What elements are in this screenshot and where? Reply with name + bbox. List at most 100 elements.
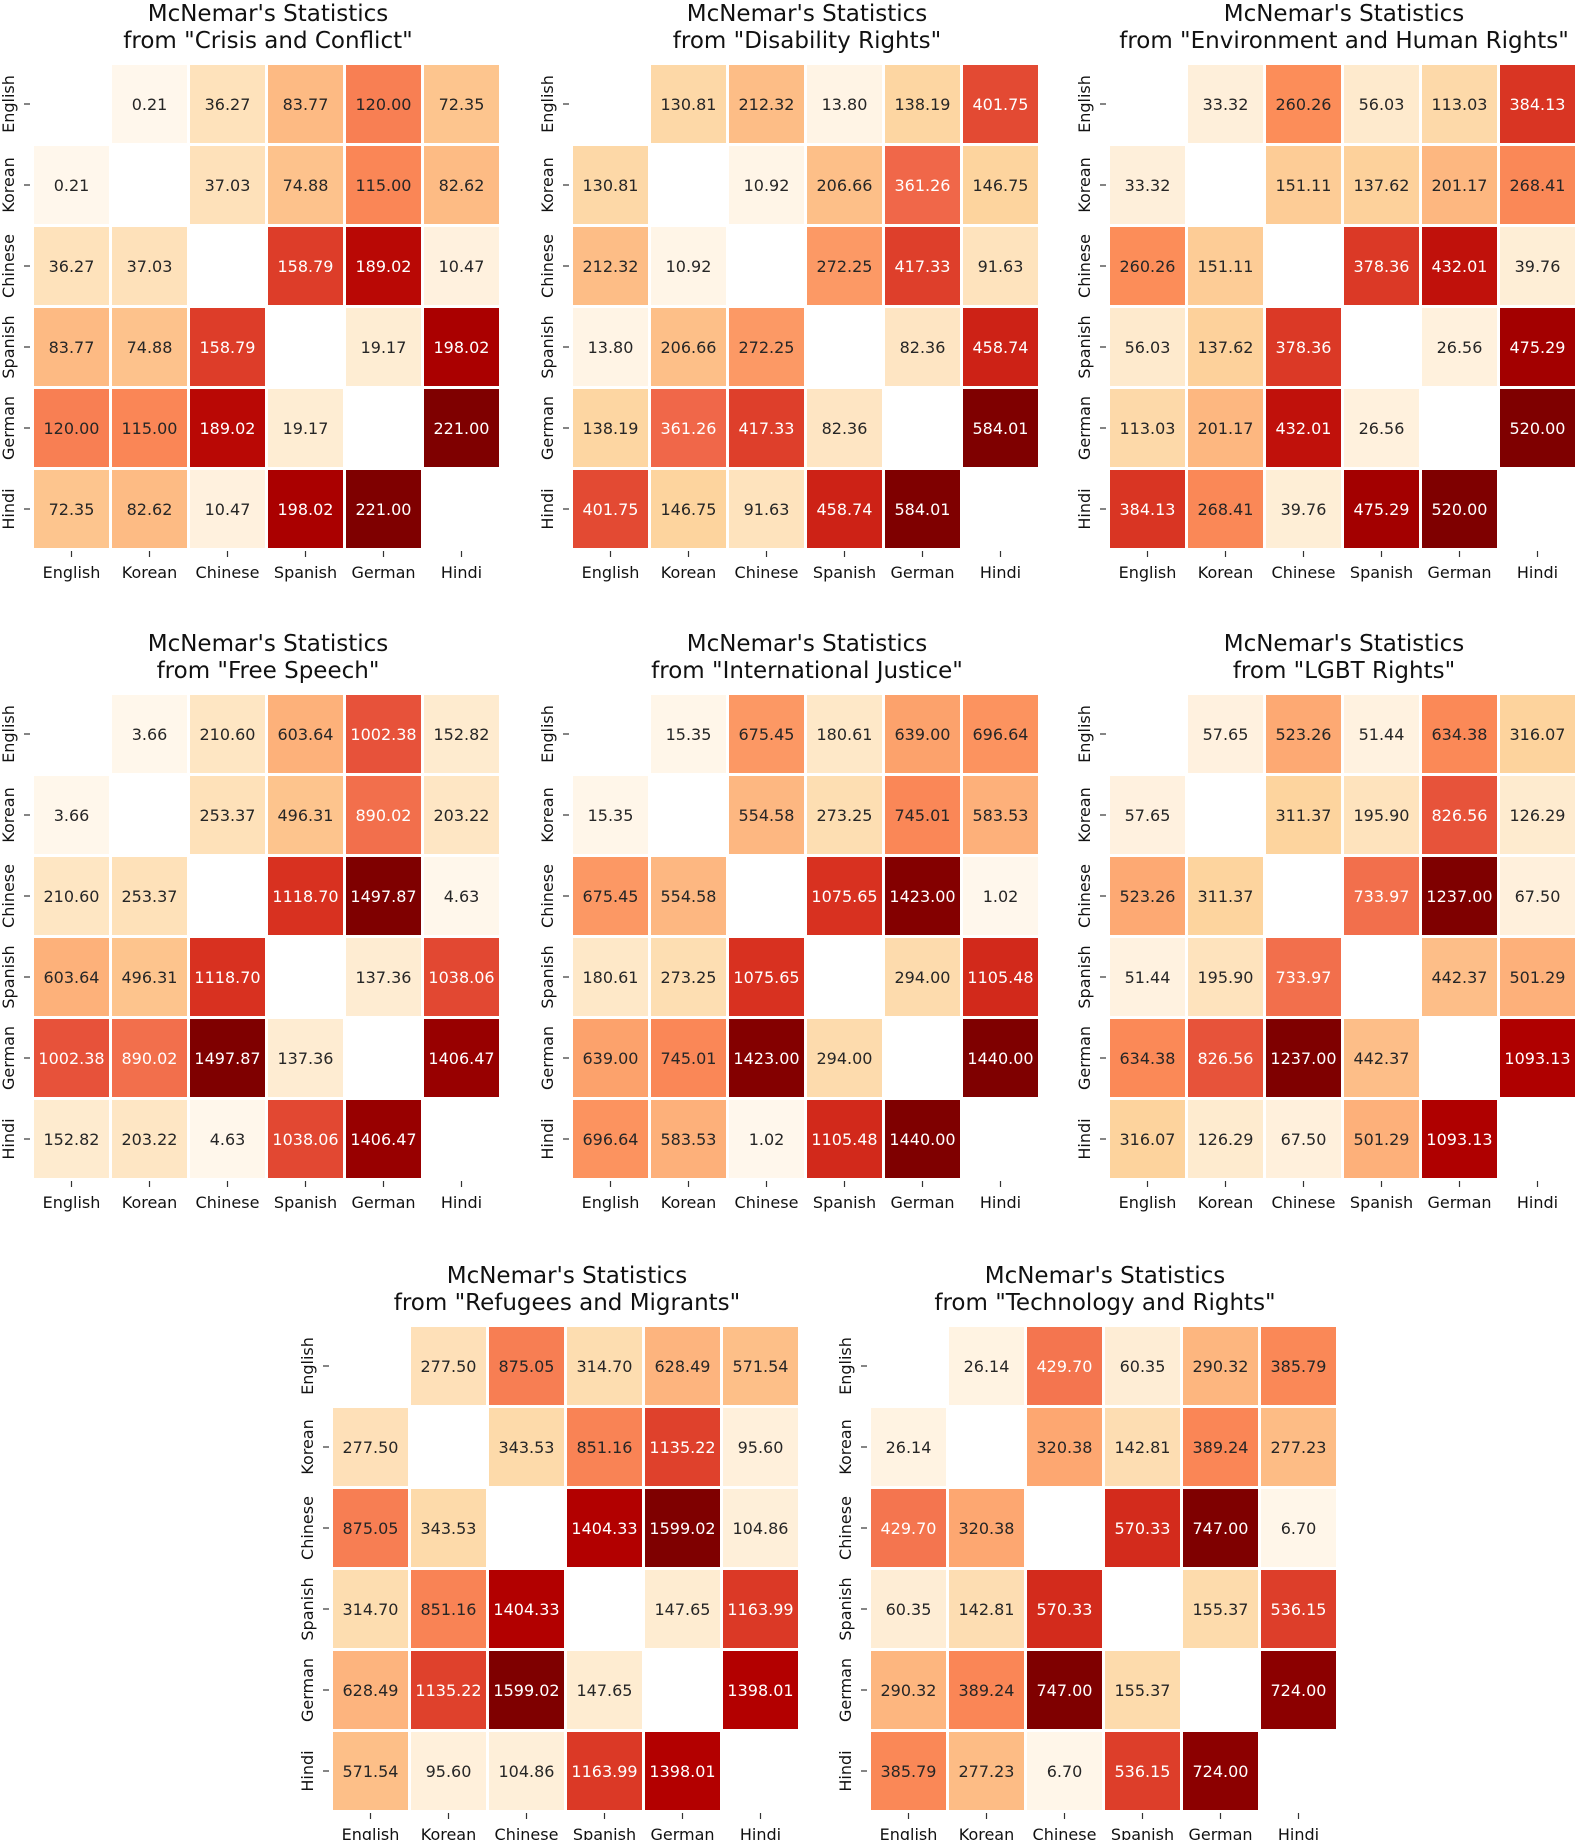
y-tick-label: Chinese: [0, 864, 18, 928]
heatmap-cell: [424, 389, 499, 467]
cell-value-label: 74.88: [283, 176, 329, 195]
heatmap-cell: [963, 227, 1038, 305]
heatmap-cell: [1188, 857, 1263, 935]
x-tick-label: German: [650, 1825, 714, 1840]
chart-subtitle: from "Disability Rights": [673, 28, 941, 54]
heatmap-cell: [807, 65, 882, 143]
cell-value-label: 851.16: [421, 1600, 477, 1619]
y-tick-label: Chinese: [298, 1496, 317, 1560]
cell-value-label: 57.65: [1125, 806, 1171, 825]
heatmap-cell: [190, 308, 265, 386]
cell-value-label: 603.64: [44, 968, 100, 987]
cell-value-label: 1599.02: [493, 1681, 559, 1700]
cell-value-label: 189.02: [356, 257, 412, 276]
heatmap-cell: [1266, 1019, 1341, 1097]
heatmap-cell: [1422, 857, 1497, 935]
chart-subtitle: from "LGBT Rights": [1233, 658, 1455, 684]
heatmap-cell: [871, 1651, 946, 1729]
heatmap-cell: [424, 1019, 499, 1097]
cell-value-label: 95.60: [738, 1438, 784, 1457]
cell-value-label: 1237.00: [1270, 1049, 1336, 1068]
y-tick-label: Korean: [1075, 787, 1094, 843]
cell-value-label: 39.76: [1515, 257, 1561, 276]
heatmap-cell: [573, 938, 648, 1016]
heatmap-cell: [268, 857, 343, 935]
heatmap-cell: [651, 857, 726, 935]
heatmap-cell: [1344, 1019, 1419, 1097]
cell-value-label: 60.35: [1120, 1357, 1166, 1376]
x-tick-label: Spanish: [573, 1825, 636, 1840]
cell-value-label: 583.53: [661, 1130, 717, 1149]
heatmap-cell: [1422, 308, 1497, 386]
cell-value-label: 10.92: [666, 257, 712, 276]
cell-value-label: 104.86: [499, 1762, 555, 1781]
heatmap-cell: [489, 1327, 564, 1405]
cell-value-label: 130.81: [583, 176, 639, 195]
heatmap-cell: [333, 1570, 408, 1648]
cell-value-label: 639.00: [895, 725, 951, 744]
heatmap-cell: [112, 1019, 187, 1097]
x-tick-label: German: [890, 563, 954, 582]
heatmap-cell: [949, 1570, 1024, 1648]
cell-value-label: 10.92: [744, 176, 790, 195]
cell-value-label: 0.21: [132, 95, 168, 114]
heatmap-cell: [1500, 308, 1575, 386]
cell-value-label: 570.33: [1037, 1600, 1093, 1619]
cell-value-label: 155.37: [1115, 1681, 1171, 1700]
cell-value-label: 268.41: [1198, 500, 1254, 519]
heatmap-cell: [268, 65, 343, 143]
cell-value-label: 496.31: [122, 968, 178, 987]
cell-value-label: 523.26: [1120, 887, 1176, 906]
heatmap-cell: [963, 857, 1038, 935]
cell-value-label: 1105.48: [811, 1130, 877, 1149]
cell-value-label: 570.33: [1115, 1519, 1171, 1538]
heatmap-cell: [190, 65, 265, 143]
y-tick-label: Chinese: [1075, 864, 1094, 928]
y-tick-label: English: [1075, 705, 1094, 763]
heatmap-cell: [1188, 389, 1263, 467]
cell-value-label: 1038.06: [428, 968, 494, 987]
heatmap-cell: [963, 776, 1038, 854]
cell-value-label: 1406.47: [350, 1130, 416, 1149]
x-tick-label: Hindi: [980, 1193, 1021, 1212]
cell-value-label: 26.56: [1437, 338, 1483, 357]
x-tick-label: English: [582, 1193, 640, 1212]
heatmap-cell: [112, 857, 187, 935]
heatmap-cell: [723, 1327, 798, 1405]
heatmap-cell: [729, 470, 804, 548]
heatmap-cell: [963, 308, 1038, 386]
cell-value-label: 696.64: [583, 1130, 639, 1149]
x-tick-label: Spanish: [813, 563, 876, 582]
cell-value-label: 198.02: [434, 338, 490, 357]
heatmap-cell: [871, 1489, 946, 1567]
heatmap-cell: [489, 1651, 564, 1729]
cell-value-label: 1038.06: [272, 1130, 338, 1149]
heatmap-cell: [567, 1408, 642, 1486]
heatmap-cell: [1422, 695, 1497, 773]
cell-value-label: 51.44: [1125, 968, 1171, 987]
chart-title: McNemar's Statistics: [1224, 631, 1465, 657]
cell-value-label: 378.36: [1354, 257, 1410, 276]
cell-value-label: 158.79: [278, 257, 334, 276]
heatmap-cell: [1266, 308, 1341, 386]
heatmap-cell: [424, 938, 499, 1016]
heatmap-cell: [963, 65, 1038, 143]
cell-value-label: 314.70: [577, 1357, 633, 1376]
heatmap-cell: [346, 776, 421, 854]
cell-value-label: 826.56: [1432, 806, 1488, 825]
heatmap-cell: [411, 1651, 486, 1729]
heatmap-cell: [1500, 389, 1575, 467]
heatmap-cell: [489, 1408, 564, 1486]
cell-value-label: 147.65: [655, 1600, 711, 1619]
heatmap-cell: [34, 857, 109, 935]
heatmap-cell: [573, 470, 648, 548]
heatmap-cell: [333, 1408, 408, 1486]
cell-value-label: 675.45: [583, 887, 639, 906]
cell-value-label: 272.25: [739, 338, 795, 357]
y-tick-label: Korean: [538, 787, 557, 843]
cell-value-label: 130.81: [661, 95, 717, 114]
heatmap-cell: [190, 1019, 265, 1097]
heatmap-cell: [190, 776, 265, 854]
heatmap-cell: [333, 1489, 408, 1567]
heatmap-cell: [1027, 1327, 1102, 1405]
